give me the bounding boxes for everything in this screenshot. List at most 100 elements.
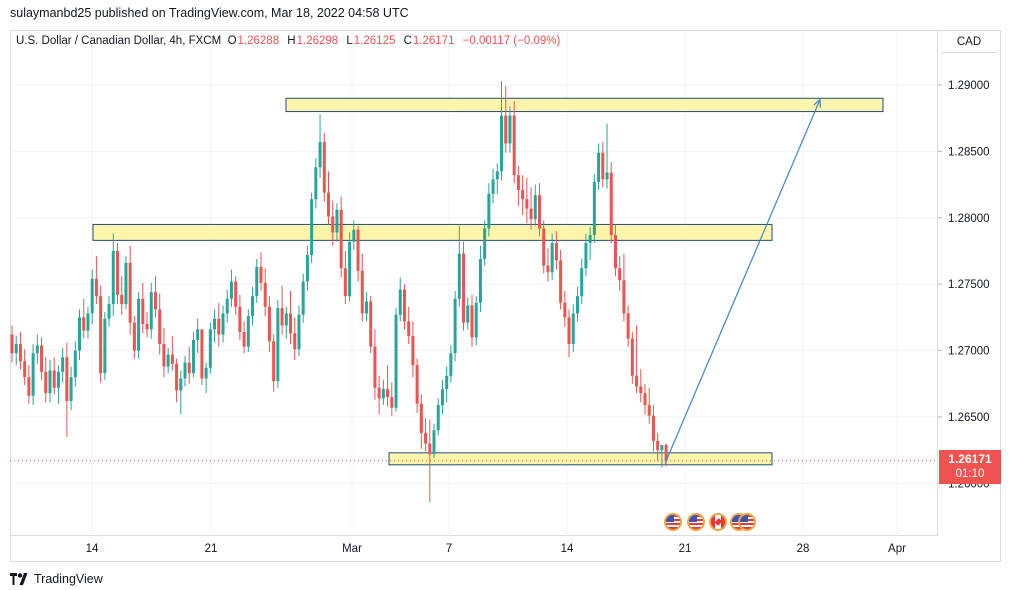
candle [457,225,461,307]
candle-body [432,430,436,455]
candle [272,334,276,392]
brand-name: TradingView [34,572,103,586]
candle [626,305,630,347]
candle-body [179,378,183,391]
candle-body [474,302,478,338]
bar-countdown: 01:10 [955,468,985,480]
candle [145,312,149,338]
candle-body [491,179,495,194]
candle [428,419,432,502]
candle [411,321,415,378]
last-price-badge: 1.26171 01:10 [939,450,1001,484]
candle [394,308,398,412]
candle [293,317,297,360]
candle-body [153,292,157,310]
plot-area[interactable] [10,30,938,536]
candle [390,382,394,416]
candle-body [31,353,35,396]
candle [436,398,440,436]
candle-body [546,265,550,273]
candle [538,183,541,237]
candle-body [656,440,660,451]
us-canton-icon [732,515,740,522]
candle [500,81,504,181]
us-flag-event-icon[interactable] [664,513,682,531]
candle [221,305,225,343]
candle-body [255,266,259,297]
candle-body [56,371,60,388]
us-flag-event-icon[interactable] [687,513,705,531]
candle [647,387,651,424]
overlay [10,98,938,464]
maple-leaf-icon [714,518,723,526]
candle-body [398,289,402,315]
candle [246,309,250,352]
axes: 1.29000 1.28500 1.28000 1.27500 1.27000 1.265… [86,80,990,555]
candle-body [52,370,56,388]
candle [360,253,364,322]
candle-body [356,229,360,271]
candle-body [327,192,330,217]
candle [343,251,347,305]
candle [335,203,339,242]
support-resistance-zone [92,223,773,241]
candle [639,369,643,403]
brand-footer[interactable]: TradingView [10,572,103,586]
candle [605,123,609,189]
candle-body [234,281,238,307]
candle-body [635,375,639,387]
candle-body [221,313,225,335]
candle [284,306,288,339]
candle [280,285,284,335]
candle-body [40,345,44,372]
zones [92,97,884,466]
candle [56,365,60,404]
candle-body [200,329,204,379]
candle-body [137,298,141,351]
candle-body [86,313,90,331]
candle-body [111,251,115,305]
candle-body [651,415,655,441]
candle-body [103,318,107,374]
candle [402,284,406,330]
candle [213,309,217,343]
candle [542,220,546,274]
candle [162,328,166,378]
candle [618,256,622,291]
candle-body [529,208,533,220]
candle [504,86,508,153]
candle-body [94,278,98,297]
candle [643,383,647,415]
candle-body [310,199,314,255]
candle [73,341,77,387]
candle [314,158,318,209]
candle [377,375,381,415]
close-value: 1.26171 [412,35,455,47]
candle-body [48,370,52,394]
candle [196,318,200,354]
currency-label[interactable]: CAD [941,32,997,53]
candle-body [605,172,609,180]
candle [234,276,238,315]
candle-body [512,115,516,176]
candle [259,252,263,291]
candle-body [301,281,305,315]
candle [407,306,411,344]
candle [635,325,639,394]
candle-body [559,260,563,303]
ca-flag-event-icon[interactable] [709,513,727,531]
candle-body [411,335,415,366]
candle-body [238,306,242,333]
candle-body [170,354,174,364]
candle [183,355,187,387]
us-flag-event-icon[interactable] [738,513,756,531]
candle [571,304,575,352]
candle [251,286,255,326]
y-tick-label: 1.27500 [948,279,990,291]
support-resistance-zone [285,97,884,113]
candle-body [521,189,525,200]
candle [200,329,204,386]
change-value: −0.00117 (−0.09%) [462,35,561,47]
x-tick-label: 21 [205,543,218,555]
